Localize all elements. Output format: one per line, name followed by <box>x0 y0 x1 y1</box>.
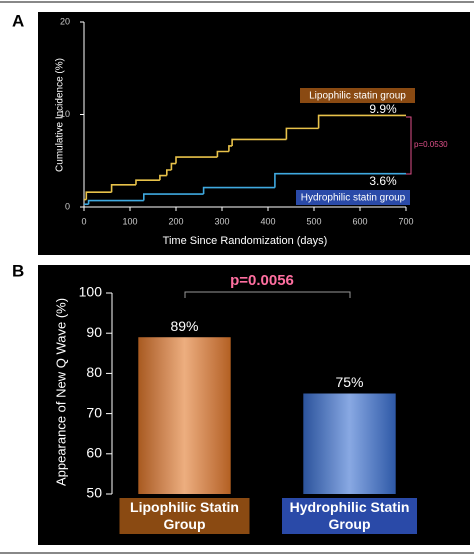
x-tick-label: Lipophilic Statin Group <box>130 499 239 532</box>
bar <box>303 393 396 494</box>
y-tick-label: 90 <box>86 324 102 340</box>
category-label-box: Lipophilic Statin Group <box>130 499 239 532</box>
legend-box <box>296 190 410 205</box>
x-tick-label: 500 <box>306 216 321 226</box>
step-segment <box>175 156 218 164</box>
legend-label: Lipophilic statin group <box>309 91 406 102</box>
x-tick-label: 700 <box>398 216 413 226</box>
y-tick-label: 10 <box>60 109 70 119</box>
x-tick-label: 300 <box>214 216 229 226</box>
step-segment <box>231 138 287 146</box>
y-tick-label: 70 <box>86 404 102 420</box>
value-label: 89% <box>170 318 198 334</box>
p-bracket <box>406 116 412 175</box>
step-segment <box>216 150 229 158</box>
step-segment <box>170 162 176 170</box>
y-tick-label: 80 <box>86 364 102 380</box>
bar <box>138 337 231 494</box>
p-bracket <box>184 291 351 298</box>
step-segment <box>87 199 144 205</box>
step-segment <box>159 174 167 181</box>
step-segment <box>285 127 319 140</box>
category-label-box: Hydrophilic Statin Group <box>289 499 410 532</box>
p-value: p=0.0530 <box>414 140 448 149</box>
step-segment <box>85 191 112 200</box>
x-tick-label: 0 <box>81 216 86 226</box>
value-label: 75% <box>335 374 363 390</box>
panel-label: A <box>12 11 24 30</box>
step-segment <box>143 193 204 201</box>
p-value: p=0.0056 <box>230 272 294 289</box>
end-label: 9.9% <box>369 102 397 116</box>
category-box <box>119 498 250 534</box>
category-box <box>282 498 417 534</box>
y-tick-label: 50 <box>86 485 102 501</box>
x-tick-label: Hydrophilic Statin Group <box>289 499 410 532</box>
x-axis-title: Time Since Randomization (days) <box>163 235 328 247</box>
y-tick-label: 0 <box>65 201 70 211</box>
x-tick-label: 400 <box>260 216 275 226</box>
x-tick-label: 100 <box>122 216 137 226</box>
step-segment <box>110 184 136 193</box>
panel-a-bg <box>38 12 470 255</box>
y-tick-label: 60 <box>86 445 102 461</box>
y-axis-title: Cumulative Incidence (%) <box>55 58 66 172</box>
step-segment <box>317 114 406 129</box>
end-label: 3.6% <box>369 174 397 188</box>
step-segment <box>166 169 172 176</box>
y-tick-label: 100 <box>79 284 103 300</box>
x-tick-label: 200 <box>168 216 183 226</box>
panel-label: B <box>12 261 24 280</box>
x-tick-label: 600 <box>352 216 367 226</box>
y-axis-title: Appearance of New Q Wave (%) <box>53 298 68 486</box>
step-segment <box>274 172 406 188</box>
step-segment <box>202 186 275 195</box>
step-segment <box>135 179 160 185</box>
y-tick-label: 20 <box>60 16 70 26</box>
legend-label: Hydrophilic statin group <box>301 193 406 204</box>
step-segment <box>228 145 233 152</box>
legend-box <box>300 88 415 103</box>
